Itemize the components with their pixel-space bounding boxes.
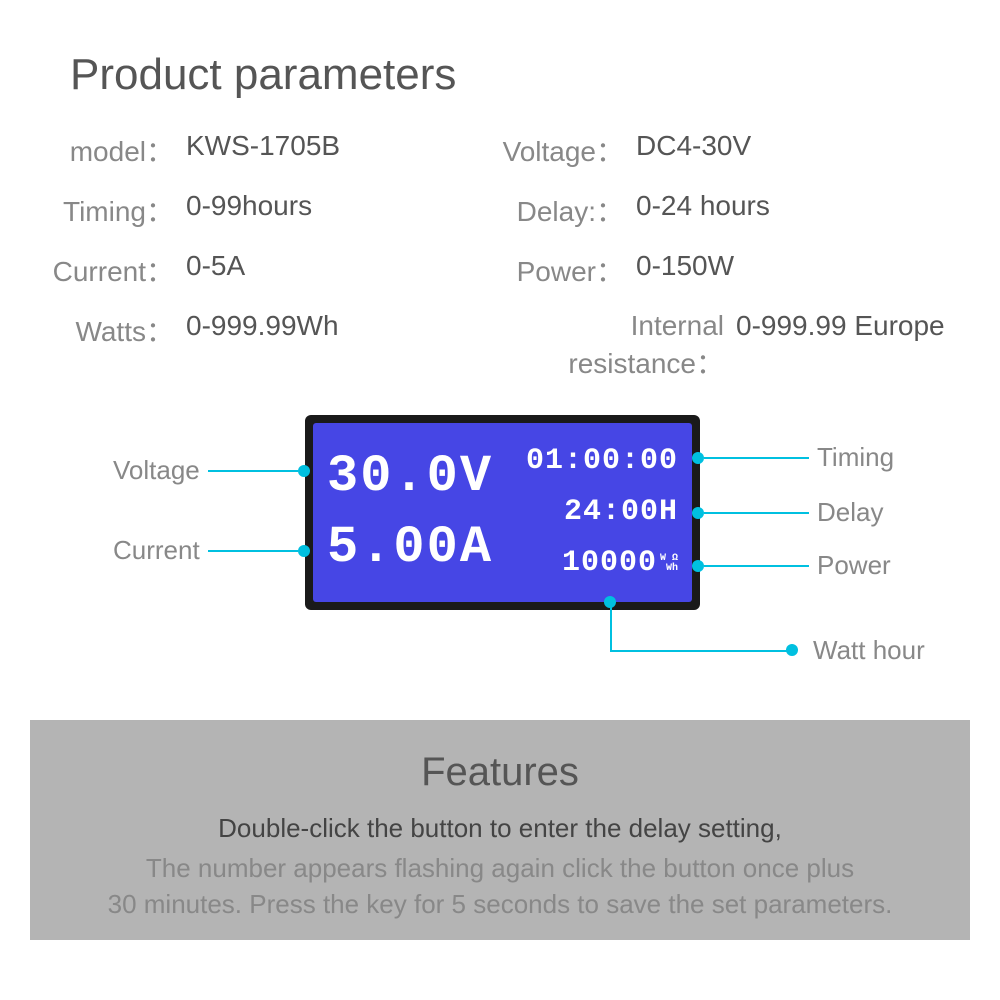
callout-timing: Timing <box>692 442 902 473</box>
param-value-resistance: 0-999.99 Europe <box>730 310 945 382</box>
callout-timing-text: Timing <box>809 442 902 473</box>
callout-dot <box>692 560 704 572</box>
features-line2b: 30 minutes. Press the key for 5 seconds … <box>30 886 970 922</box>
callout-line-v <box>610 602 612 650</box>
callout-power-text: Power <box>809 550 899 581</box>
param-label-model: model： <box>50 130 180 170</box>
features-line2a: The number appears flashing again click … <box>30 850 970 886</box>
lcd-units: W Ω Wh <box>660 554 678 574</box>
param-value-voltage: DC4-30V <box>630 130 751 170</box>
callout-current-text: Current <box>105 535 208 566</box>
callout-line <box>208 470 298 472</box>
callout-line <box>208 550 298 552</box>
lcd-unit-w: W Ω <box>660 554 678 564</box>
param-label-voltage: Voltage： <box>480 130 630 170</box>
callout-watthour-text: Watt hour <box>805 635 933 666</box>
param-label-timing: Timing： <box>50 190 180 230</box>
lcd-delay: 24:00H <box>526 487 678 538</box>
page-title: Product parameters <box>70 50 456 100</box>
features-panel: Features Double-click the button to ente… <box>30 720 970 940</box>
param-label-current: Current： <box>50 250 180 290</box>
lcd-voltage: 30.0V <box>327 442 493 512</box>
param-value-timing: 0-99hours <box>180 190 312 230</box>
param-value-current: 0-5A <box>180 250 245 290</box>
lcd-power: 10000 W Ω Wh <box>526 538 678 589</box>
callout-voltage: Voltage <box>105 455 310 486</box>
param-label-delay: Delay:： <box>480 190 630 230</box>
callout-dot <box>298 545 310 557</box>
lcd-power-num: 10000 <box>562 538 657 589</box>
callout-delay: Delay <box>692 497 891 528</box>
callout-line <box>704 457 809 459</box>
lcd-diagram: 30.0V 5.00A 01:00:00 24:00H 10000 W Ω Wh… <box>0 400 1000 680</box>
parameters-table: model： KWS-1705B Voltage： DC4-30V Timing… <box>50 130 950 402</box>
callout-current: Current <box>105 535 310 566</box>
param-value-power: 0-150W <box>630 250 734 290</box>
param-value-model: KWS-1705B <box>180 130 340 170</box>
param-label-watts: Watts： <box>50 310 180 382</box>
callout-line <box>704 565 809 567</box>
callout-line-h <box>610 650 790 652</box>
callout-dot <box>786 644 798 656</box>
callout-power: Power <box>692 550 899 581</box>
callout-voltage-text: Voltage <box>105 455 208 486</box>
features-title: Features <box>30 750 970 795</box>
param-label-resistance: Internal resistance： <box>480 310 730 382</box>
callout-dot <box>692 452 704 464</box>
callout-dot <box>692 507 704 519</box>
lcd-current: 5.00A <box>327 513 493 583</box>
lcd-inner: 30.0V 5.00A 01:00:00 24:00H 10000 W Ω Wh <box>313 423 692 602</box>
callout-dot <box>298 465 310 477</box>
lcd-unit-wh: Wh <box>660 564 678 574</box>
callout-line <box>704 512 809 514</box>
lcd-timing: 01:00:00 <box>526 436 678 487</box>
param-value-watts: 0-999.99Wh <box>180 310 339 382</box>
param-label-power: Power： <box>480 250 630 290</box>
lcd-screen: 30.0V 5.00A 01:00:00 24:00H 10000 W Ω Wh <box>305 415 700 610</box>
callout-delay-text: Delay <box>809 497 891 528</box>
features-line1: Double-click the button to enter the del… <box>30 813 970 844</box>
param-value-delay: 0-24 hours <box>630 190 770 230</box>
